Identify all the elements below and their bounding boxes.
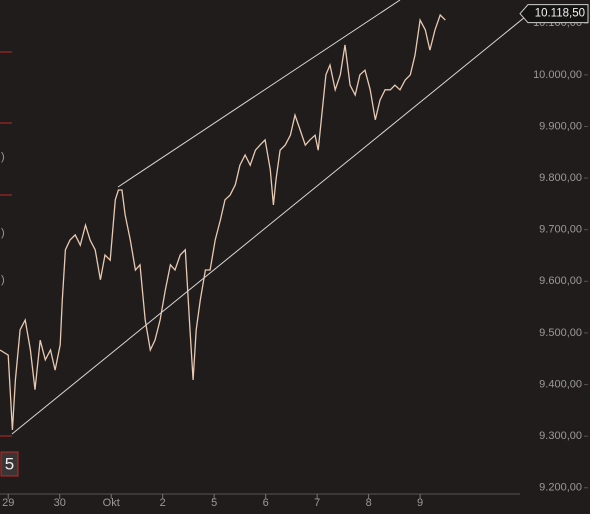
x-tick-label: 9 [417,497,423,509]
left-fragment: ) [1,274,5,286]
y-tick-label: 9.300,00 [539,430,582,442]
x-tick-label: 6 [263,497,269,509]
y-tick-label: 9.400,00 [539,378,582,390]
left-fragment: ) [1,227,5,239]
x-tick-label: Okt [103,497,120,509]
y-tick-label: 9.500,00 [539,327,582,339]
y-tick-label: 9.900,00 [539,120,582,132]
y-tick-label: 9.800,00 [539,172,582,184]
price-label-text: 10.118,50 [535,8,585,20]
y-tick-label: 10.000,00 [533,69,582,81]
trend-line [11,16,526,435]
x-tick-label: 29 [2,497,14,509]
left-badge: 5 [5,454,14,473]
trend-line [117,0,401,188]
price-label: 10.118,50 [519,4,589,24]
y-tick-label: 9.600,00 [539,275,582,287]
left-fragment: ) [1,151,5,163]
x-tick-label: 7 [314,497,320,509]
x-tick-label: 2 [160,497,166,509]
y-tick-label: 9.700,00 [539,224,582,236]
left-badge-box [0,451,19,477]
price-label-box [519,4,589,24]
x-tick-label: 30 [54,497,66,509]
price-line [0,13,446,431]
x-tick-label: 5 [211,497,217,509]
x-tick-label: 8 [366,497,372,509]
y-tick-label: 9.200,00 [539,482,582,494]
